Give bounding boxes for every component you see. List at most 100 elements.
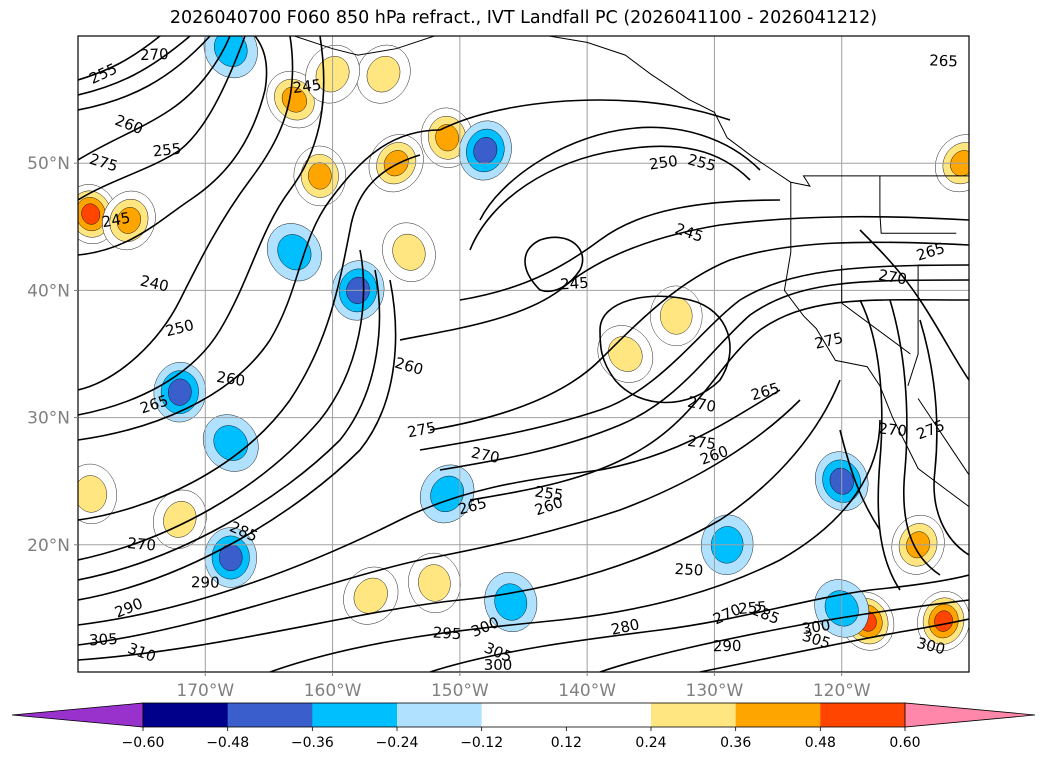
pc-patch-ring: [78, 475, 107, 513]
colorbar-tick-label: −0.60: [122, 735, 165, 751]
contour-label: 270: [127, 534, 157, 554]
y-tick-label: 20°N: [27, 536, 70, 556]
pc-patch: [204, 527, 257, 588]
contour-label: 255: [534, 483, 565, 505]
pc-patch: [203, 36, 258, 79]
contour-label: 300: [484, 656, 513, 674]
x-tick-label: 160°W: [304, 681, 362, 701]
pc-patch-ring: [81, 203, 101, 225]
colorbar-bin: [651, 703, 737, 727]
colorbar-tick-label: 0.12: [551, 735, 582, 751]
coastline-segment: [790, 175, 969, 187]
pc-patch-ring: [116, 207, 141, 234]
coastline-segment: [917, 398, 969, 476]
pc-patch-ring: [435, 124, 459, 152]
colorbar-over-extension: [904, 702, 1036, 728]
contour-label: 260: [215, 368, 246, 390]
contour-label: 280: [609, 615, 641, 639]
pc-patch: [356, 44, 411, 104]
x-tick-label: 130°W: [686, 681, 744, 701]
x-tick-label: 150°W: [431, 681, 489, 701]
contour-label: 245: [292, 76, 323, 97]
pc-patch: [343, 566, 399, 625]
plot-title: 2026040700 F060 850 hPa refract., IVT La…: [169, 8, 878, 28]
colorbar-tick-label: −0.24: [376, 735, 419, 751]
colorbar-tick-label: 0.36: [720, 735, 751, 751]
pc-patch: [408, 552, 461, 614]
contour-label: 290: [191, 573, 220, 591]
contour-label: 245: [100, 209, 131, 232]
pc-patch-ring: [494, 583, 528, 621]
y-tick-label: 40°N: [27, 281, 70, 301]
coastline-segment: [907, 264, 969, 386]
colorbar-tick-label: −0.48: [206, 735, 249, 751]
colorbar-tick-label: −0.36: [291, 735, 334, 751]
contour-label: 295: [432, 623, 462, 643]
x-tick-label: 140°W: [558, 681, 616, 701]
pc-patch-ring: [418, 564, 451, 602]
colorbar-frame: [142, 702, 906, 728]
contour-label: 270: [470, 443, 502, 467]
contour-label: 305: [89, 630, 119, 649]
pc-patch: [102, 190, 156, 251]
pc-patch-ring: [214, 36, 248, 67]
colorbar-bin: [820, 703, 906, 727]
y-axis-ticks: 50°N 40°N 30°N 20°N: [27, 154, 78, 556]
contour-label: 255: [738, 598, 768, 618]
pc-patch: [484, 572, 538, 633]
colorbar-under-extension: [11, 702, 144, 728]
y-tick-label: 50°N: [27, 154, 70, 174]
pc-patch: [917, 591, 969, 652]
contour-label: 270: [877, 419, 907, 440]
contour-label: 290: [713, 637, 742, 655]
refractivity-contours: [78, 36, 969, 672]
pc-patch-ring: [168, 378, 192, 406]
contour-label: 275: [813, 329, 845, 353]
gridlines: [78, 36, 969, 672]
coastlines: [294, 36, 969, 508]
pc-patch: [382, 222, 436, 282]
contour-label: 255: [152, 140, 182, 161]
contour-label: 300: [801, 616, 832, 638]
colorbar-bin: [735, 703, 821, 727]
contour-label: 270: [686, 393, 718, 416]
x-tick-label: 170°W: [176, 681, 234, 701]
colorbar-bin: [143, 703, 229, 727]
map-frame: [77, 35, 970, 673]
coastline-segment: [879, 175, 957, 234]
contour-label: 275: [406, 418, 438, 441]
pc-patch-ring: [353, 577, 388, 614]
pc-patch: [78, 463, 117, 525]
colorbar-bin: [481, 703, 567, 727]
contour-label: 250: [648, 152, 679, 174]
colorbar-bin: [566, 703, 652, 727]
colorbar-bin: [227, 703, 313, 727]
pc-patch: [266, 223, 322, 282]
colorbar-bin: [312, 703, 398, 727]
pc-patch: [597, 325, 654, 383]
contour-label: 270: [877, 266, 908, 289]
pc-patch-ring: [392, 233, 426, 271]
contour-label: 275: [686, 432, 717, 453]
pc-patch: [458, 120, 512, 181]
coastline-segment: [294, 36, 435, 56]
colorbar-tick-label: 0.24: [635, 735, 666, 751]
colorbar-tick-label: −0.12: [460, 735, 503, 751]
contour-label: 250: [674, 560, 704, 579]
contour-label: 270: [140, 45, 169, 64]
pc-patch-ring: [366, 56, 401, 93]
contour-label: 245: [559, 274, 589, 294]
coastline-segment: [841, 265, 911, 355]
y-tick-label: 30°N: [27, 409, 70, 429]
colorbar: −0.60 −0.48 −0.36 −0.24 −0.12 0.12 0.24 0.36 0.4…: [11, 702, 1036, 751]
x-axis-ticks: 170°W 160°W 150°W 140°W 130°W 120°W: [176, 672, 871, 701]
pc-patch-ring: [608, 336, 643, 372]
colorbar-tick-label: 0.60: [889, 735, 920, 751]
coastline-segment: [783, 182, 969, 508]
contour-label: 240: [139, 272, 171, 296]
pc-patch-ring: [660, 297, 693, 335]
colorbar-tick-label: 0.48: [805, 735, 836, 751]
x-tick-label: 120°W: [813, 681, 871, 701]
pc-patch-ring: [308, 162, 332, 190]
